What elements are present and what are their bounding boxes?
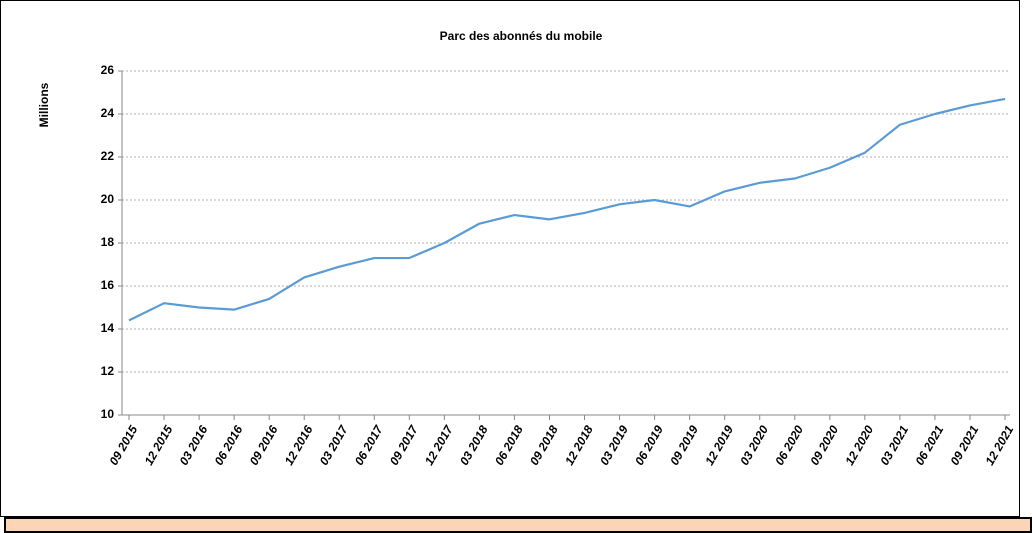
y-axis-title: Millions (37, 82, 51, 127)
y-tick-label: 18 (101, 235, 115, 249)
y-tick-label: 26 (101, 63, 115, 77)
y-tick-label: 22 (101, 149, 115, 163)
y-tick-label: 12 (101, 364, 115, 378)
y-tick-label: 20 (101, 192, 115, 206)
chart-title: Parc des abonnés du mobile (440, 29, 603, 43)
y-tick-label: 14 (101, 321, 115, 335)
y-tick-label: 10 (101, 407, 115, 421)
footer-box (4, 517, 1032, 533)
chart-border (0, 0, 1020, 517)
line-series (128, 97, 1006, 322)
y-tick-label: 16 (101, 278, 115, 292)
y-tick-label: 24 (101, 106, 115, 120)
